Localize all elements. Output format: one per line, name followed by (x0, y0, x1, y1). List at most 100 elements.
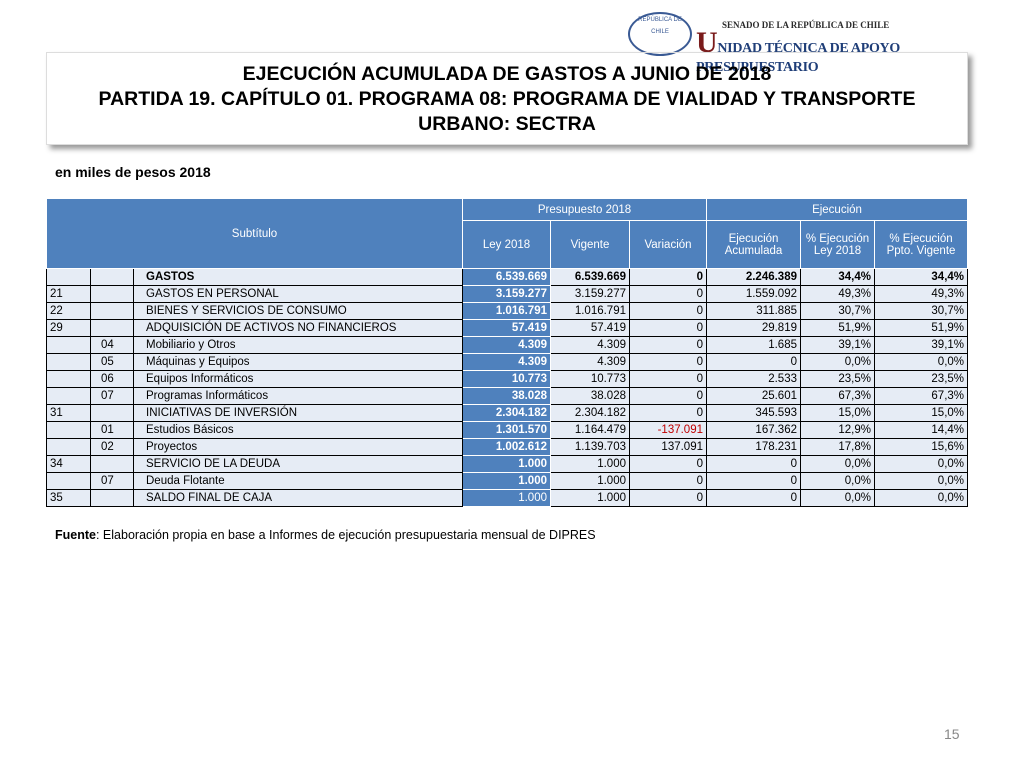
table-cell: 0 (629, 268, 707, 286)
table-cell: 14,4% (873, 421, 969, 439)
table-cell: 1.000 (462, 472, 551, 490)
table-cell: -137.091 (629, 421, 707, 439)
table-cell: 0,0% (873, 353, 969, 371)
table-cell (90, 455, 134, 473)
table-cell: Máquinas y Equipos (133, 353, 463, 371)
table-cell: 178.231 (706, 438, 801, 456)
table-cell: 0,0% (800, 455, 875, 473)
table-cell: Equipos Informáticos (133, 370, 463, 388)
table-cell: 345.593 (706, 404, 801, 422)
table-cell: 0 (629, 302, 707, 320)
table-cell: 3.159.277 (550, 285, 630, 303)
table-cell: BIENES Y SERVICIOS DE CONSUMO (133, 302, 463, 320)
table-cell: 22 (46, 302, 91, 320)
table-cell: 67,3% (873, 387, 969, 405)
table-cell: 0,0% (873, 455, 969, 473)
table-cell: 49,3% (800, 285, 875, 303)
table-cell: 10.773 (550, 370, 630, 388)
source-text: : Elaboración propia en base a Informes … (95, 528, 596, 542)
table-cell: 35 (46, 489, 91, 507)
table-row: 31 INICIATIVAS DE INVERSIÓN 2.304.182 2.304… (46, 404, 969, 422)
logo-seal: REPÚBLICA DE CHILE (628, 12, 692, 56)
table-row: 34 SERVICIO DE LA DEUDA 1.000 1.000 0 0 0,0% 0,… (46, 455, 969, 473)
table-cell: 0 (629, 353, 707, 371)
table-cell (46, 438, 91, 456)
header-cell: Vigente (550, 220, 630, 269)
table-cell: 1.016.791 (550, 302, 630, 320)
table-cell: 39,1% (800, 336, 875, 354)
table-cell: 1.000 (550, 455, 630, 473)
table-row: 01 Estudios Básicos 1.301.570 1.164.479 -137… (46, 421, 969, 439)
table-row: 06 Equipos Informáticos 10.773 10.773 0 2.533… (46, 370, 969, 388)
table-cell: Deuda Flotante (133, 472, 463, 490)
table: Subtítulo Presupuesto 2018 Ejecución Ley… (46, 198, 969, 507)
table-cell: 1.164.479 (550, 421, 630, 439)
table-cell: 1.000 (462, 489, 551, 507)
table-cell: 2.304.182 (550, 404, 630, 422)
table-cell: 23,5% (873, 370, 969, 388)
table-cell: Estudios Básicos (133, 421, 463, 439)
table-cell: 1.559.092 (706, 285, 801, 303)
table-cell: SERVICIO DE LA DEUDA (133, 455, 463, 473)
table-cell (46, 370, 91, 388)
table-cell (46, 336, 91, 354)
table-cell: 0 (629, 404, 707, 422)
table-row: 02 Proyectos 1.002.612 1.139.703 137.091 178.… (46, 438, 969, 456)
source-label: Fuente (55, 528, 96, 542)
table-cell: 2.246.389 (706, 268, 801, 286)
table-cell: 1.685 (706, 336, 801, 354)
table-cell (90, 285, 134, 303)
table-cell (90, 302, 134, 320)
table-cell (90, 268, 134, 286)
table-cell (46, 268, 91, 286)
table-cell: 51,9% (800, 319, 875, 337)
table-row: GASTOS 6.539.669 6.539.669 0 2.246.389 34,4% 3… (46, 268, 969, 286)
table-cell: 137.091 (629, 438, 707, 456)
units: en miles de pesos 2018 (55, 164, 211, 180)
table-cell (46, 472, 91, 490)
logo-line1: SENADO DE LA REPÚBLICA DE CHILE (722, 20, 890, 30)
table-cell: 51,9% (873, 319, 969, 337)
table-cell: 07 (90, 472, 134, 490)
table-cell: 17,8% (800, 438, 875, 456)
table-cell: 0 (629, 489, 707, 507)
header-cell: Variación (629, 220, 707, 269)
table-cell: 57.419 (462, 319, 551, 337)
table-cell (90, 319, 134, 337)
table-cell: ADQUISICIÓN DE ACTIVOS NO FINANCIEROS (133, 319, 463, 337)
table-cell: INICIATIVAS DE INVERSIÓN (133, 404, 463, 422)
header-cell: Ejecución (705, 198, 969, 221)
table-cell: 1.000 (550, 472, 630, 490)
table-cell: 49,3% (873, 285, 969, 303)
table-cell: 39,1% (873, 336, 969, 354)
header-cell: Ejecución Acumulada (706, 220, 801, 269)
source: Fuente: Elaboración propia en base a Inf… (55, 528, 596, 542)
table-cell: 6.539.669 (462, 268, 551, 286)
table-cell: GASTOS (133, 268, 463, 286)
table-cell: 25.601 (706, 387, 801, 405)
table-cell: 0 (629, 336, 707, 354)
table-cell: 1.016.791 (462, 302, 551, 320)
table-cell: 0,0% (800, 472, 875, 490)
table-cell: 07 (90, 387, 134, 405)
table-cell: 06 (90, 370, 134, 388)
table-cell: 30,7% (873, 302, 969, 320)
table-cell: 1.139.703 (550, 438, 630, 456)
table-cell: 0 (706, 489, 801, 507)
table-cell: 4.309 (550, 336, 630, 354)
table-cell: 38.028 (462, 387, 551, 405)
table-cell: 15,6% (873, 438, 969, 456)
table-cell: 0,0% (800, 489, 875, 507)
header-cell: Ley 2018 (462, 220, 551, 269)
title-box: EJECUCIÓN ACUMULADA DE GASTOS A JUNIO DE… (46, 52, 968, 145)
table-cell: 6.539.669 (550, 268, 630, 286)
table-cell: 57.419 (550, 319, 630, 337)
table-cell: 05 (90, 353, 134, 371)
table-cell: 4.309 (462, 353, 551, 371)
table-cell: 311.885 (706, 302, 801, 320)
table-row: 29 ADQUISICIÓN DE ACTIVOS NO FINANCIEROS 5… (46, 319, 969, 337)
table-cell (90, 489, 134, 507)
table-cell: 0 (706, 353, 801, 371)
table-cell: 3.159.277 (462, 285, 551, 303)
table-cell: 1.000 (550, 489, 630, 507)
